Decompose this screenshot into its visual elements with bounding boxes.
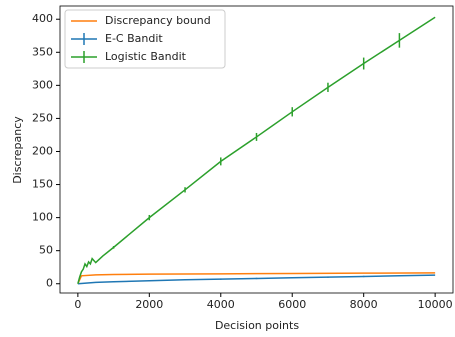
x-tick-label: 2000 — [135, 298, 163, 311]
y-tick-label: 0 — [46, 277, 53, 290]
x-tick-label: 8000 — [350, 298, 378, 311]
legend-box — [64, 9, 226, 69]
y-tick-label: 350 — [32, 45, 53, 58]
x-tick-label: 0 — [74, 298, 81, 311]
series-line — [77, 16, 436, 284]
y-tick-label: 150 — [32, 178, 53, 191]
y-tick-label: 100 — [32, 211, 53, 224]
x-tick-label: 6000 — [278, 298, 306, 311]
plot-frame — [59, 5, 454, 294]
y-tick-label: 250 — [32, 111, 53, 124]
series-line — [77, 272, 436, 285]
y-tick-label: 300 — [32, 78, 53, 91]
legend-label: Logistic Bandit — [105, 50, 187, 63]
series-line — [77, 274, 436, 285]
y-tick-label: 200 — [32, 144, 53, 157]
legend-label: E-C Bandit — [105, 32, 163, 45]
x-tick-label: 4000 — [207, 298, 235, 311]
x-tick-label: 10000 — [418, 298, 453, 311]
y-axis-label: Discrepancy — [11, 116, 24, 184]
legend-label: Discrepancy bound — [105, 14, 211, 27]
x-axis-label: Decision points — [215, 319, 299, 332]
y-tick-label: 400 — [32, 12, 53, 25]
y-tick-label: 50 — [39, 244, 53, 257]
